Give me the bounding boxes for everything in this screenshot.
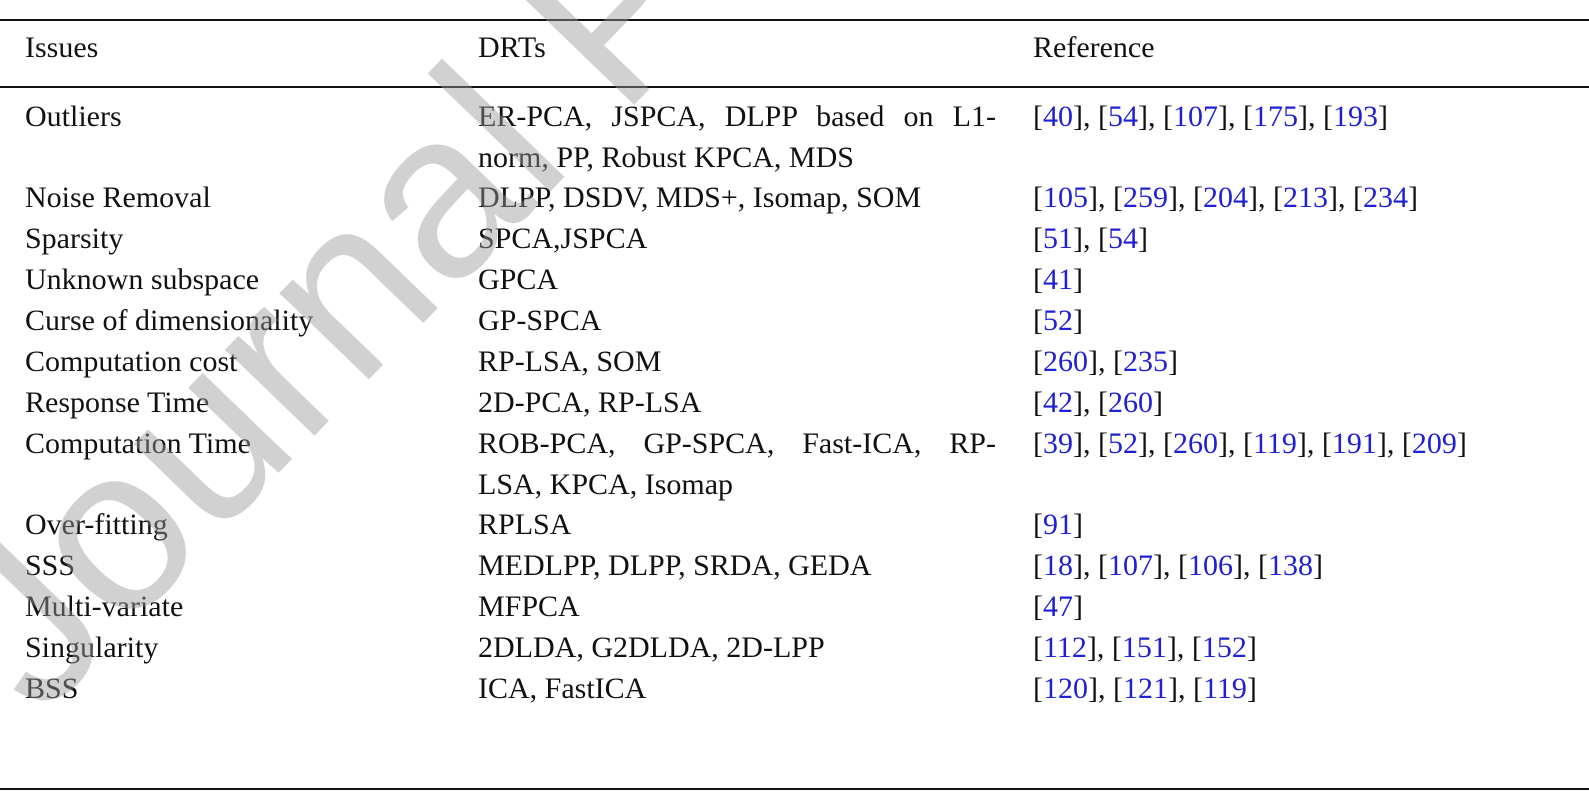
reference-cell: [52] [1033,304,1083,337]
issue-cell: Multi-variate [25,590,184,623]
table-row: Computation Time ROB-PCA, GP-SPCA, Fast-I… [0,424,1589,505]
drt-cell: GPCA [478,263,559,296]
drt-cell: MFPCA [478,590,580,623]
drt-cell: GP-SPCA [478,304,602,337]
issue-cell: SSS [25,549,76,582]
header-rule [0,86,1589,88]
table-row: Response Time 2D-PCA, RP-LSA [42], [260] [0,383,1589,424]
issue-cell: BSS [25,672,79,705]
drt-cell: MEDLPP, DLPP, SRDA, GEDA [478,549,872,582]
drt-cell: ROB-PCA, GP-SPCA, Fast-ICA, RP-LSA, KPCA… [478,427,996,501]
drt-cell: ER-PCA, JSPCA, DLPP based on L1-norm, PP… [478,100,996,174]
issue-cell: Computation cost [25,345,238,378]
header-cell: Issues [25,31,99,64]
reference-cell: [91] [1033,508,1083,541]
table-row: SSS MEDLPP, DLPP, SRDA, GEDA [18], [107], … [0,546,1589,587]
header-cell: DRTs [478,31,546,64]
table-row: Singularity 2DLDA, G2DLDA, 2D-LPP [112], [… [0,628,1589,669]
reference-cell: [42], [260] [1033,386,1163,419]
issue-cell: Singularity [25,631,159,664]
table-row: BSS ICA, FastICA [120], [121], [119] [0,669,1589,710]
drt-cell: RPLSA [478,508,572,541]
table-row: Outliers ER-PCA, JSPCA, DLPP based on L1-… [0,97,1589,178]
reference-cell: [18], [107], [106], [138] [1033,549,1323,582]
drt-cell: ICA, FastICA [478,672,647,705]
table-row: Noise Removal DLPP, DSDV, MDS+, Isomap, S… [0,178,1589,219]
reference-cell: [39], [52], [260], [119], [191], [209] [1033,427,1467,460]
reference-cell: [41] [1033,263,1083,296]
reference-cell: [112], [151], [152] [1033,631,1257,664]
table-row: Curse of dimensionality GP-SPCA [52] [0,301,1589,342]
reference-cell: [260], [235] [1033,345,1178,378]
reference-cell: [47] [1033,590,1083,623]
drt-cell: 2DLDA, G2DLDA, 2D-LPP [478,631,825,664]
reference-cell: [40], [54], [107], [175], [193] [1033,100,1388,133]
top-rule [0,19,1589,21]
drt-cell: RP-LSA, SOM [478,345,662,378]
reference-cell: [51], [54] [1033,222,1148,255]
issue-cell: Outliers [25,100,122,133]
table-row: Multi-variate MFPCA [47] [0,587,1589,628]
drt-cell: 2D-PCA, RP-LSA [478,386,702,419]
drt-cell: DLPP, DSDV, MDS+, Isomap, SOM [478,181,922,214]
issue-cell: Noise Removal [25,181,211,214]
drt-cell: SPCA,JSPCA [478,222,648,255]
table-row: Sparsity SPCA,JSPCA [51], [54] [0,219,1589,260]
issue-cell: Unknown subspace [25,263,260,296]
bottom-rule [0,788,1589,790]
issue-cell: Computation Time [25,427,251,460]
header-cell: Reference [1033,31,1155,64]
issue-cell: Sparsity [25,222,124,255]
issue-cell: Response Time [25,386,210,419]
reference-cell: [105], [259], [204], [213], [234] [1033,181,1418,214]
table-body: Outliers ER-PCA, JSPCA, DLPP based on L1-… [0,97,1589,710]
table-row: Unknown subspace GPCA [41] [0,260,1589,301]
issue-cell: Curse of dimensionality [25,304,314,337]
table-row: Over-fitting RPLSA [91] [0,505,1589,546]
reference-cell: [120], [121], [119] [1033,672,1257,705]
issue-cell: Over-fitting [25,508,168,541]
table-row: Computation cost RP-LSA, SOM [260], [235] [0,342,1589,383]
